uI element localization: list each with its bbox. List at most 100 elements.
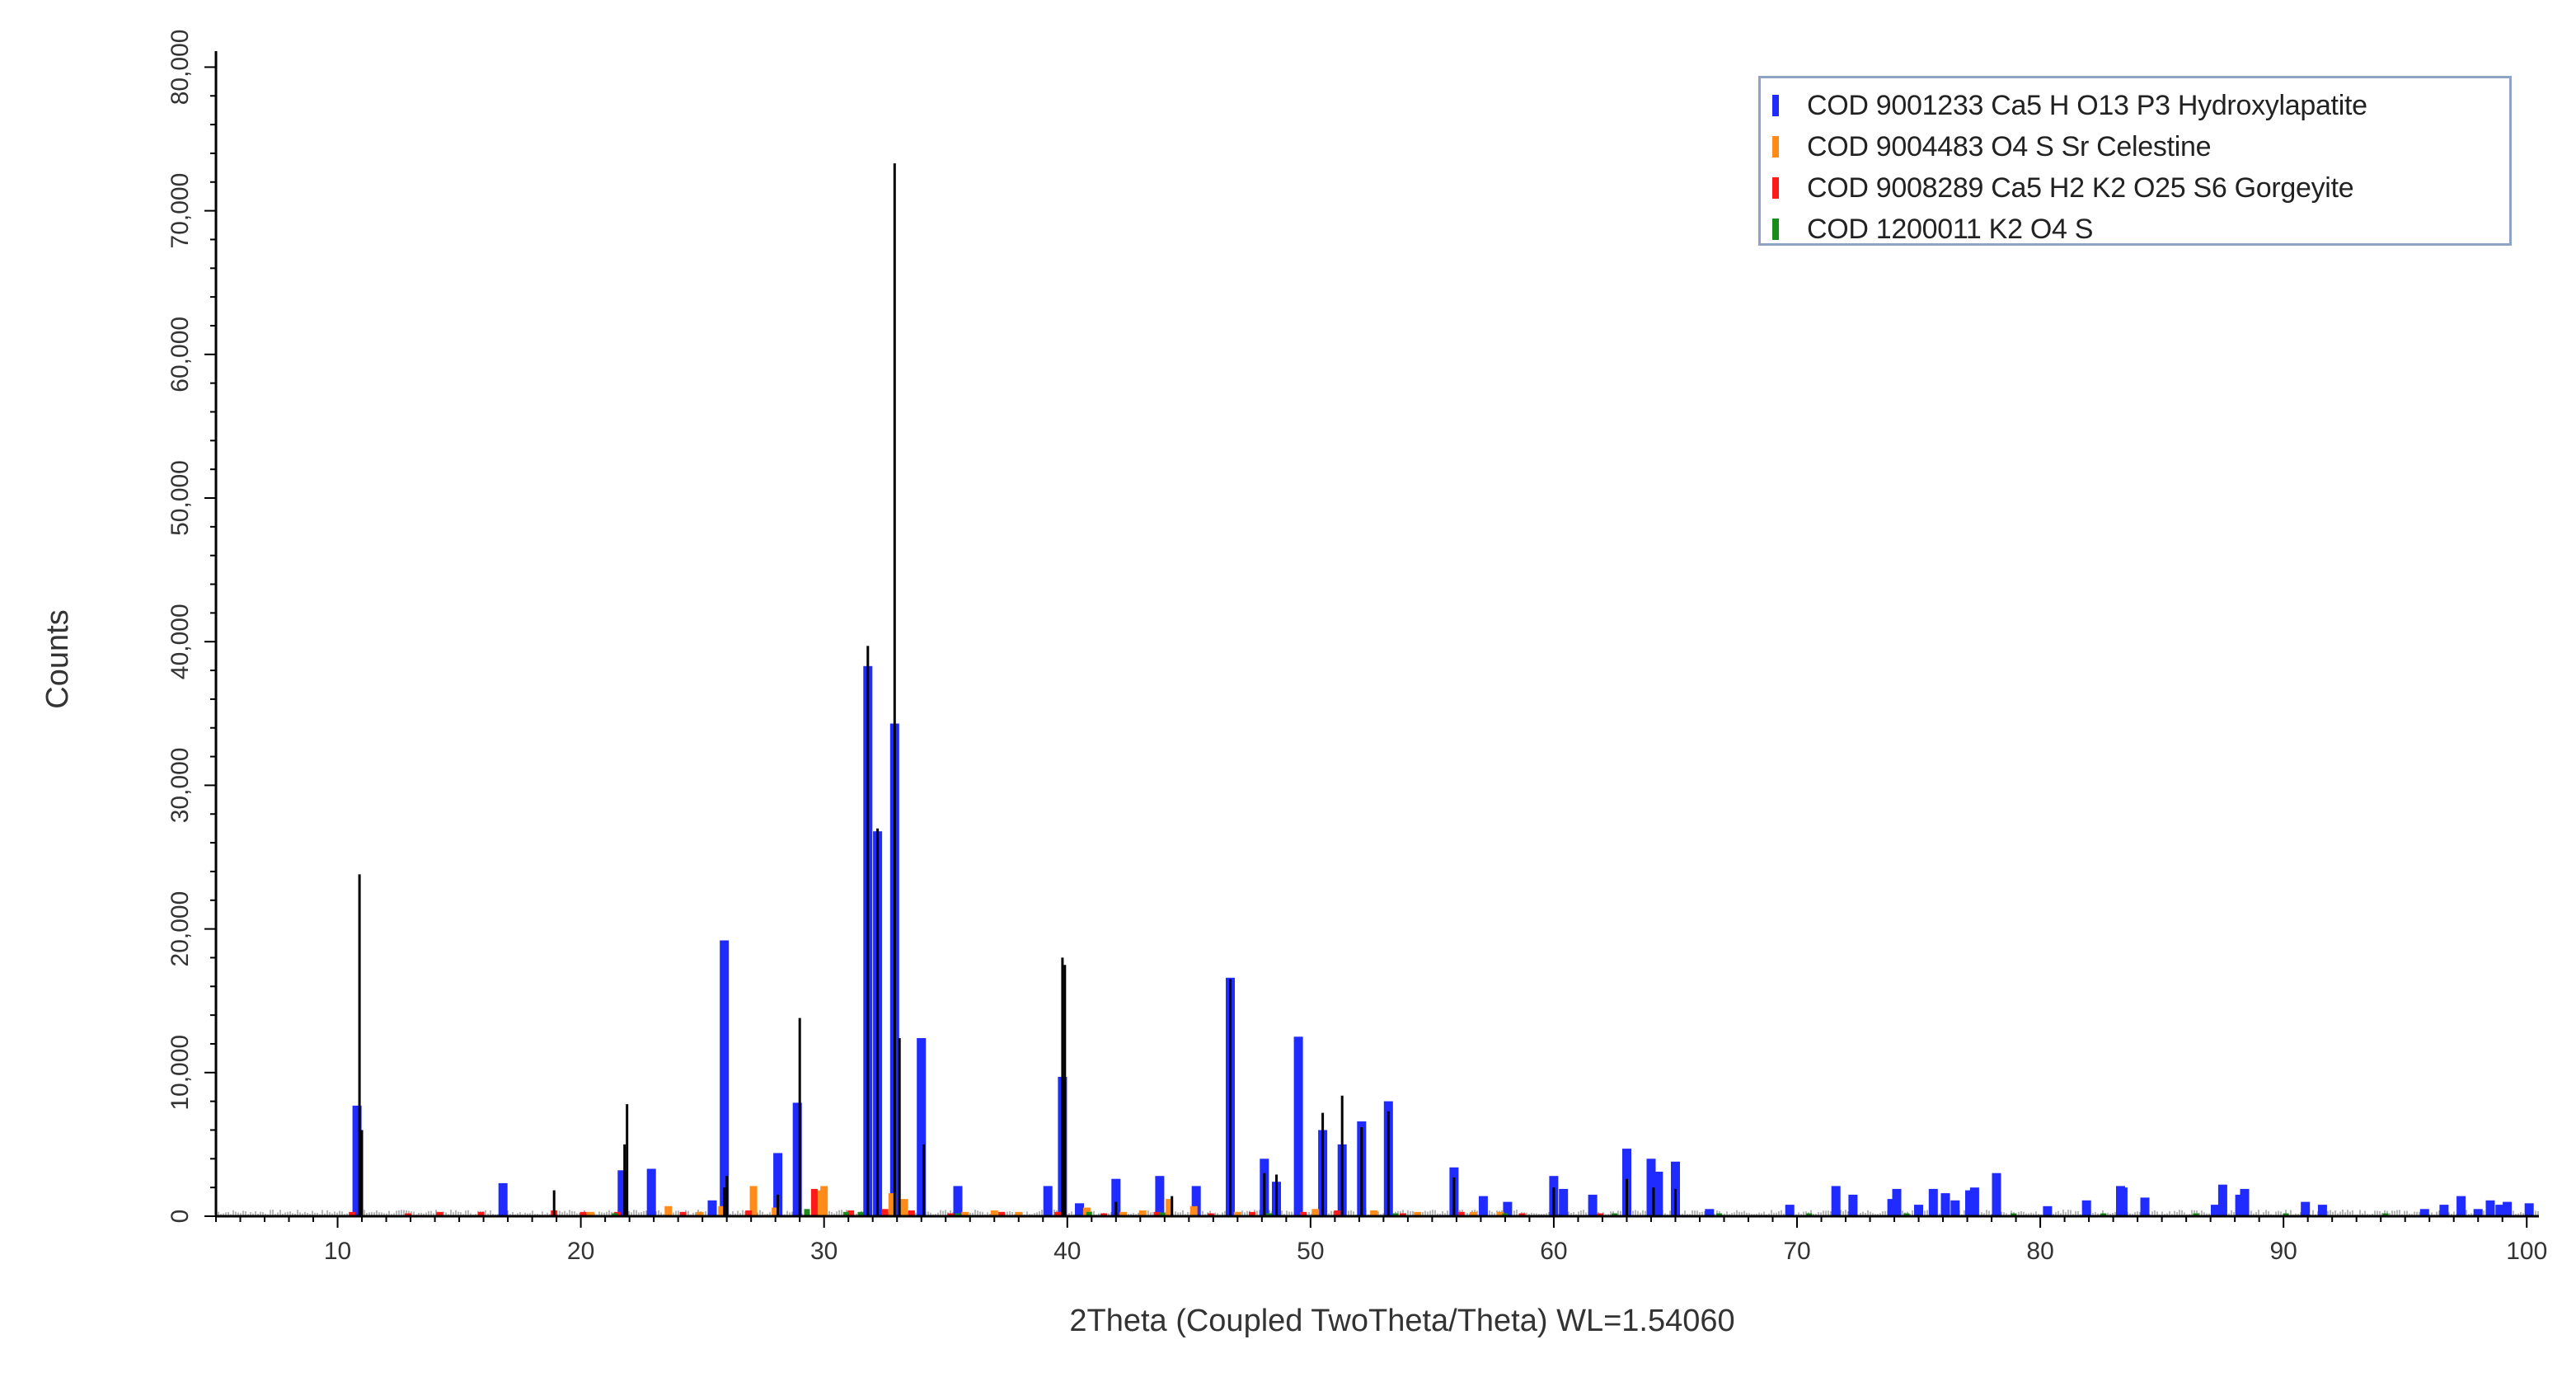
peak-bar bbox=[1848, 1194, 1858, 1216]
legend-swatch bbox=[1772, 95, 1779, 116]
peak-bar bbox=[2140, 1197, 2150, 1216]
peak-bar bbox=[1950, 1200, 1960, 1216]
tick-marks bbox=[204, 66, 2528, 1228]
peak-bar bbox=[2317, 1205, 2327, 1216]
x-axis-title: 2Theta (Coupled TwoTheta/Theta) WL=1.540… bbox=[1069, 1304, 1734, 1338]
peak-bar bbox=[1914, 1205, 1923, 1216]
axes bbox=[214, 51, 2539, 1218]
peak-bar bbox=[745, 1210, 753, 1216]
peak-bar bbox=[1716, 1213, 1723, 1216]
y-tick-label: 70,000 bbox=[167, 173, 194, 249]
peak-bar bbox=[1154, 1211, 1161, 1216]
peak-bar bbox=[1191, 1186, 1201, 1216]
peak-bar bbox=[1654, 1172, 1663, 1216]
peak-bar bbox=[1612, 1213, 1618, 1216]
peak-bar bbox=[2211, 1205, 2220, 1216]
peak-bar bbox=[1940, 1193, 1950, 1216]
x-tick-label: 60 bbox=[1540, 1238, 1567, 1265]
peak-bar bbox=[749, 1186, 758, 1216]
y-tick-label: 50,000 bbox=[167, 460, 194, 536]
peak-bar bbox=[2456, 1196, 2466, 1216]
chart-legend: COD 9001233 Ca5 H O13 P3 Hydroxylapatite… bbox=[1758, 76, 2512, 246]
peak-bar bbox=[1588, 1194, 1598, 1216]
peak-bar bbox=[2473, 1209, 2483, 1216]
y-tick-label: 40,000 bbox=[167, 604, 194, 679]
peak-bar bbox=[436, 1211, 443, 1216]
peak-bar bbox=[881, 1209, 889, 1216]
peak-bar bbox=[953, 1186, 963, 1216]
peak-bar bbox=[2503, 1201, 2513, 1216]
peak-bar bbox=[792, 1102, 802, 1216]
peak-bar bbox=[842, 1211, 849, 1216]
x-tick-label: 50 bbox=[1297, 1238, 1324, 1265]
legend-item: COD 1200011 K2 O4 S bbox=[1772, 209, 2509, 250]
legend-label: COD 1200011 K2 O4 S bbox=[1807, 213, 2094, 245]
x-tick-label: 70 bbox=[1783, 1238, 1810, 1265]
peaks-layer bbox=[349, 665, 2534, 1216]
peak-bar bbox=[1903, 1213, 1910, 1216]
peak-bar bbox=[857, 1211, 864, 1216]
peak-bar bbox=[646, 1168, 656, 1216]
peak-bar bbox=[1928, 1188, 1938, 1216]
peak-bar bbox=[1155, 1176, 1165, 1216]
x-tick-label: 10 bbox=[324, 1238, 351, 1265]
legend-label: COD 9001233 Ca5 H O13 P3 Hydroxylapatite bbox=[1807, 89, 2367, 121]
peak-bar bbox=[1166, 1199, 1174, 1216]
peak-bar bbox=[1518, 1213, 1526, 1216]
peak-bar bbox=[2081, 1200, 2091, 1216]
peak-bar bbox=[1892, 1188, 1902, 1216]
peak-bar bbox=[847, 1210, 855, 1216]
peak-bar bbox=[1233, 1211, 1241, 1216]
peak-bar bbox=[804, 1209, 810, 1216]
peak-bar bbox=[707, 1200, 717, 1216]
peak-bar bbox=[1207, 1213, 1214, 1216]
peak-bar bbox=[773, 1153, 783, 1216]
peak-bar bbox=[888, 1193, 896, 1216]
y-axis-title: Counts bbox=[40, 609, 75, 708]
peak-bar bbox=[1266, 1213, 1273, 1216]
tick-labels: 10 20 30 40 50 60 70 80 90 100 0 10,000 20,000 30,000… bbox=[167, 30, 2547, 1265]
legend-label: COD 9004483 O4 S Sr Celestine bbox=[1807, 130, 2212, 162]
peak-bar bbox=[2235, 1194, 2245, 1216]
peak-bar bbox=[1785, 1205, 1795, 1216]
peak-bar bbox=[1887, 1199, 1897, 1216]
peak-bar bbox=[1965, 1190, 1974, 1216]
y-tick-label: 80,000 bbox=[167, 30, 194, 106]
peak-bar bbox=[1503, 1201, 1513, 1216]
peak-bar bbox=[1831, 1186, 1841, 1216]
peak-bar bbox=[772, 1207, 780, 1216]
peak-bar bbox=[1119, 1211, 1128, 1216]
peak-bar bbox=[1100, 1213, 1107, 1216]
peak-bar bbox=[718, 1205, 726, 1216]
y-tick-label: 60,000 bbox=[167, 317, 194, 392]
y-tick-label: 30,000 bbox=[167, 748, 194, 824]
x-tick-label: 20 bbox=[567, 1238, 594, 1265]
legend-label: COD 9008289 Ca5 H2 K2 O25 S6 Gorgeyite bbox=[1807, 172, 2354, 204]
peak-bar bbox=[1597, 1213, 1603, 1216]
peak-bar bbox=[998, 1211, 1006, 1216]
peak-bar bbox=[2240, 1188, 2250, 1216]
peak-bar bbox=[815, 1190, 823, 1216]
peak-bar bbox=[2118, 1187, 2128, 1216]
peak-bar bbox=[1086, 1211, 1092, 1216]
peak-bar bbox=[1138, 1210, 1147, 1216]
peak-bar bbox=[1470, 1211, 1478, 1216]
peak-bar bbox=[2043, 1205, 2053, 1216]
peak-bar bbox=[900, 1199, 908, 1216]
legend-swatch bbox=[1772, 177, 1779, 199]
peak-bar bbox=[955, 1213, 961, 1216]
peak-bar bbox=[2283, 1213, 2289, 1216]
peak-bar bbox=[1400, 1213, 1406, 1216]
peak-bar bbox=[2100, 1213, 2107, 1216]
peak-bar bbox=[990, 1210, 998, 1216]
peak-bar bbox=[1969, 1187, 1979, 1216]
peak-bar bbox=[1300, 1211, 1307, 1216]
peak-bar bbox=[1992, 1173, 2001, 1216]
peak-bar bbox=[1159, 1212, 1166, 1216]
peak-bar bbox=[1075, 1203, 1084, 1216]
peak-bar bbox=[1249, 1211, 1255, 1216]
peak-bar bbox=[2485, 1200, 2495, 1216]
peak-bar bbox=[1496, 1211, 1504, 1216]
y-tick-label: 0 bbox=[167, 1210, 194, 1224]
